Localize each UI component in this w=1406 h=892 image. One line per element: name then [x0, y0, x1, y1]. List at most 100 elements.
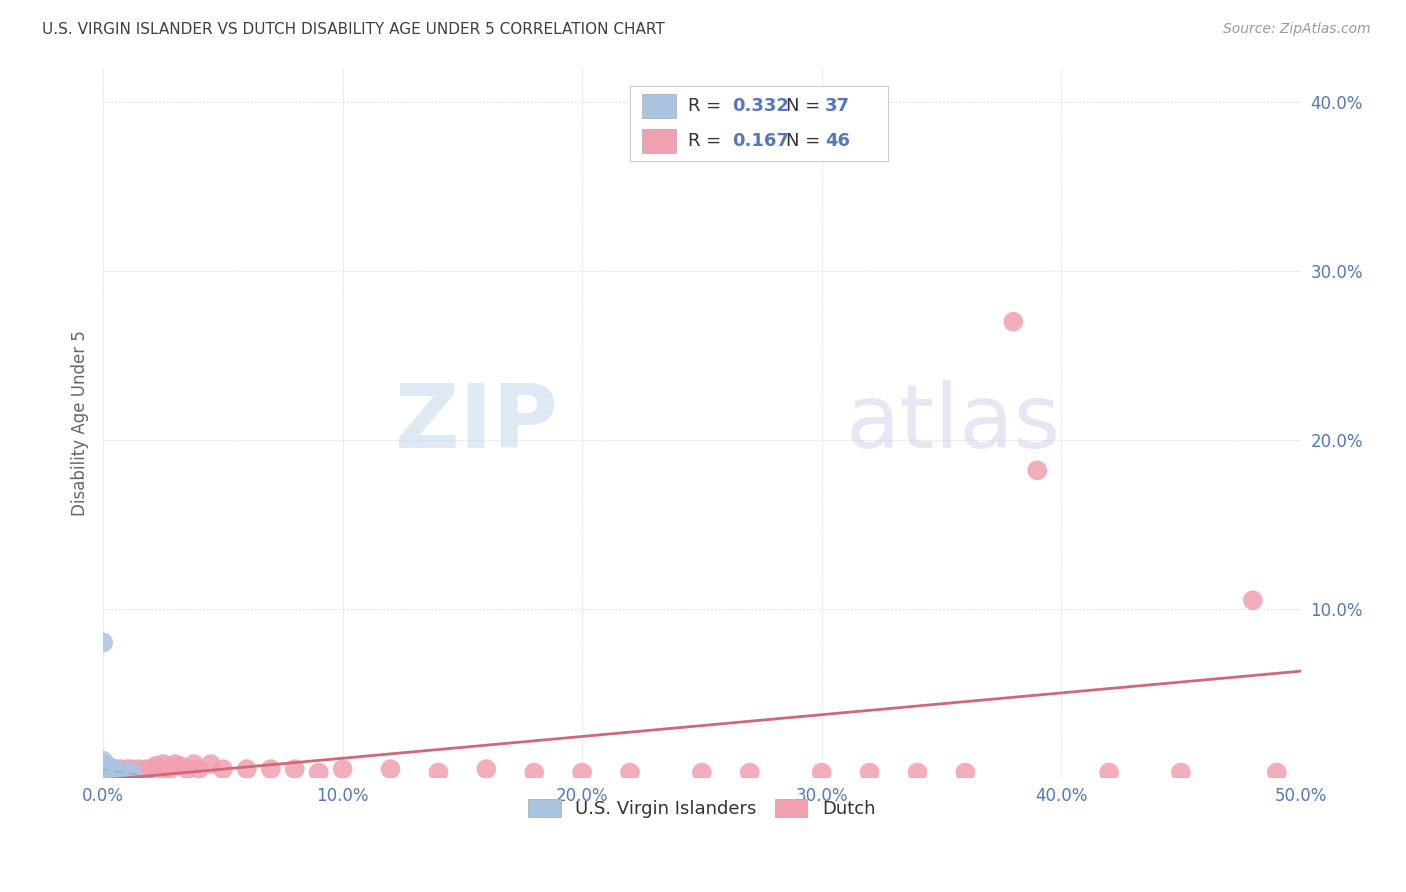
Point	[332, 762, 354, 776]
Point	[183, 757, 205, 772]
Point	[115, 765, 138, 780]
Text: 37: 37	[825, 96, 851, 114]
Point	[91, 771, 114, 785]
Point	[121, 762, 143, 776]
Text: R =: R =	[688, 96, 727, 114]
FancyBboxPatch shape	[630, 87, 887, 161]
Point	[104, 765, 127, 780]
Text: N =: N =	[786, 96, 825, 114]
Point	[91, 765, 114, 780]
Point	[1098, 765, 1121, 780]
Point	[91, 767, 114, 781]
Point	[135, 762, 157, 776]
Point	[98, 765, 121, 780]
Point	[91, 765, 114, 780]
Point	[91, 758, 114, 772]
Point	[571, 765, 593, 780]
Point	[1002, 315, 1025, 329]
Point	[152, 757, 174, 772]
Point	[176, 762, 198, 776]
Point	[91, 771, 114, 785]
Point	[91, 767, 114, 781]
Point	[907, 765, 929, 780]
Point	[121, 765, 143, 780]
Text: 0.167: 0.167	[733, 132, 789, 151]
Text: R =: R =	[688, 132, 727, 151]
Point	[91, 754, 114, 768]
Point	[98, 765, 121, 780]
Point	[159, 762, 181, 776]
Point	[91, 771, 114, 785]
Point	[97, 762, 120, 776]
Point	[91, 762, 114, 776]
Point	[955, 765, 977, 780]
Point	[427, 765, 450, 780]
Point	[91, 771, 114, 785]
Point	[128, 762, 150, 776]
Y-axis label: Disability Age Under 5: Disability Age Under 5	[72, 330, 89, 516]
Point	[145, 758, 167, 772]
Bar	[643, 94, 675, 118]
Text: 0.332: 0.332	[733, 96, 789, 114]
Point	[91, 762, 114, 776]
Point	[152, 762, 174, 776]
Point	[212, 762, 235, 776]
Text: 46: 46	[825, 132, 851, 151]
Point	[163, 757, 186, 772]
Point	[91, 771, 114, 785]
Point	[97, 765, 120, 780]
Text: Source: ZipAtlas.com: Source: ZipAtlas.com	[1223, 22, 1371, 37]
Point	[284, 762, 307, 776]
Point	[380, 762, 402, 776]
Point	[98, 762, 121, 776]
Point	[260, 762, 283, 776]
Point	[91, 771, 114, 785]
Point	[104, 762, 127, 776]
Point	[91, 767, 114, 781]
Point	[97, 758, 120, 772]
Point	[91, 635, 114, 649]
Point	[115, 762, 138, 776]
Point	[619, 765, 641, 780]
Point	[91, 771, 114, 785]
Point	[1265, 765, 1288, 780]
Text: ZIP: ZIP	[395, 379, 558, 467]
Point	[139, 762, 162, 776]
Point	[91, 771, 114, 785]
Point	[91, 771, 114, 785]
Point	[108, 765, 131, 780]
Point	[236, 762, 259, 776]
Text: atlas: atlas	[845, 379, 1060, 467]
Point	[97, 771, 120, 785]
Point	[308, 765, 330, 780]
Point	[858, 765, 880, 780]
Point	[98, 762, 121, 776]
Point	[200, 757, 222, 772]
Text: N =: N =	[786, 132, 825, 151]
Point	[169, 758, 191, 772]
Point	[108, 762, 131, 776]
Point	[91, 771, 114, 785]
Point	[91, 767, 114, 781]
Bar	[643, 129, 675, 153]
Point	[690, 765, 713, 780]
Point	[91, 771, 114, 785]
Point	[738, 765, 761, 780]
Point	[91, 771, 114, 785]
Point	[91, 765, 114, 780]
Point	[523, 765, 546, 780]
Point	[91, 762, 114, 776]
Point	[1170, 765, 1192, 780]
Point	[810, 765, 832, 780]
Text: U.S. VIRGIN ISLANDER VS DUTCH DISABILITY AGE UNDER 5 CORRELATION CHART: U.S. VIRGIN ISLANDER VS DUTCH DISABILITY…	[42, 22, 665, 37]
Point	[97, 767, 120, 781]
Legend: U.S. Virgin Islanders, Dutch: U.S. Virgin Islanders, Dutch	[522, 791, 883, 825]
Point	[91, 771, 114, 785]
Point	[1026, 463, 1049, 477]
Point	[475, 762, 498, 776]
Point	[104, 762, 127, 776]
Point	[1241, 593, 1264, 607]
Point	[91, 765, 114, 780]
Point	[91, 765, 114, 780]
Point	[187, 762, 209, 776]
